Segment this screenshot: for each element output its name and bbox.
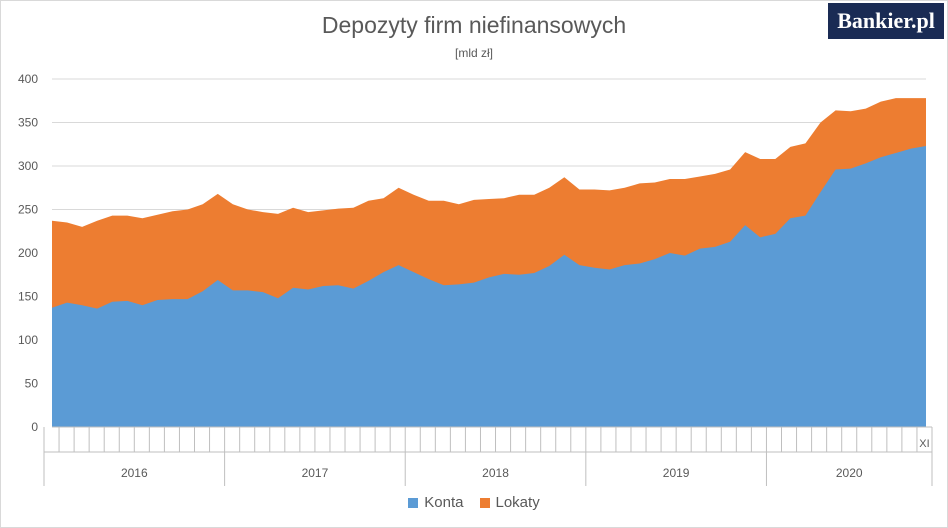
legend-item-konta: Konta <box>408 494 464 511</box>
y-tick-label: 300 <box>18 159 38 173</box>
y-tick-label: 350 <box>18 116 38 130</box>
year-label: 2020 <box>836 466 863 480</box>
y-tick-label: 250 <box>18 203 38 217</box>
y-tick-label: 100 <box>18 333 38 347</box>
legend-label-lokaty: Lokaty <box>495 494 540 511</box>
y-tick-label: 400 <box>18 72 38 86</box>
y-tick-label: 150 <box>18 290 38 304</box>
year-label: 2018 <box>482 466 509 480</box>
last-month-label: XI <box>919 438 929 450</box>
y-tick-label: 0 <box>31 420 38 434</box>
legend: Konta Lokaty <box>0 494 948 511</box>
legend-swatch-konta <box>408 497 419 508</box>
y-tick-label: 200 <box>18 246 38 260</box>
chart-subtitle: [mld zł] <box>454 46 493 60</box>
year-label: 2017 <box>302 466 329 480</box>
bankier-logo: Bankier.pl <box>828 3 944 39</box>
year-label: 2019 <box>663 466 690 480</box>
legend-swatch-lokaty <box>479 497 490 508</box>
chart-title: Depozyty firm niefinansowych <box>321 12 627 38</box>
year-label: 2016 <box>121 466 148 480</box>
y-tick-label: 50 <box>25 377 39 391</box>
series-area-konta <box>52 145 926 428</box>
legend-item-lokaty: Lokaty <box>479 494 540 511</box>
legend-label-konta: Konta <box>424 494 464 511</box>
